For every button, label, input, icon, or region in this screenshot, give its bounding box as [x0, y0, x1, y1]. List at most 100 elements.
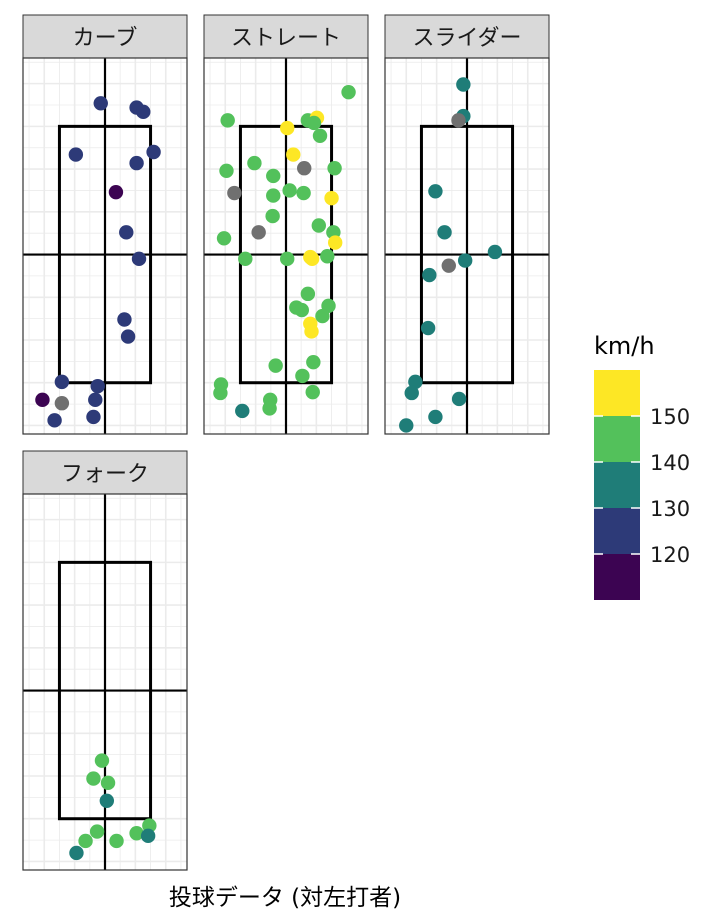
legend-tick-label: 130 [650, 497, 690, 521]
pitch-point [306, 355, 321, 370]
pitch-point [295, 368, 310, 384]
pitch-point [341, 84, 356, 100]
pitch-point [93, 96, 108, 111]
strike-zone [419, 124, 515, 385]
pitch-point [129, 826, 144, 841]
legend-tick-label: 120 [650, 543, 690, 567]
pitch-point [311, 218, 326, 233]
pitch-point [324, 190, 339, 206]
chart-caption: 投球データ (対左打者) [169, 885, 401, 911]
panel-border [203, 57, 369, 435]
panel-border [22, 57, 188, 435]
pitch-point [404, 385, 419, 401]
pitch-point [422, 267, 437, 283]
pitch-point [451, 113, 466, 128]
pitch-point [47, 413, 62, 428]
pitch-point [451, 391, 467, 407]
pitch-point [428, 184, 443, 199]
pitch-point [235, 403, 250, 419]
pitch-point [220, 113, 235, 128]
pitch-point [315, 308, 330, 324]
pitch-point [262, 401, 277, 416]
pitch-point [266, 168, 281, 184]
legend-swatch [594, 508, 640, 554]
pitch-point [247, 155, 262, 171]
facet-strip-label: スライダー [412, 26, 521, 51]
legend-tick-label: 140 [650, 451, 690, 475]
facet-panel: フォーク [22, 450, 188, 871]
pitch-point [108, 184, 124, 200]
pitch-point [88, 392, 103, 408]
pitch-point [457, 253, 473, 268]
pitch-point [399, 418, 414, 433]
pitch-point [213, 385, 228, 401]
pitch-point [408, 374, 423, 390]
pitch-point [54, 396, 70, 411]
pitch-point [131, 251, 147, 267]
facet-strip [22, 450, 188, 495]
facet-strip [203, 14, 369, 59]
pitch-point [219, 163, 234, 178]
pitch-point [312, 128, 328, 143]
pitch-point [99, 793, 115, 808]
pitch-point [296, 185, 311, 201]
pitch-point [294, 302, 309, 318]
facet-panel: ストレート [203, 14, 369, 435]
pitch-point [227, 185, 242, 201]
pitch-point [89, 824, 105, 839]
pitch-point [456, 77, 471, 92]
strike-zone [57, 124, 153, 385]
facet-panel: スライダー [384, 14, 550, 435]
pitch-points [213, 84, 356, 419]
pitch-points [69, 753, 157, 861]
facet-strip [384, 14, 550, 59]
pitch-points [399, 77, 503, 433]
pitch-point [100, 775, 116, 791]
pitch-point [320, 249, 335, 264]
pitch-point [136, 104, 151, 120]
pitch-point [266, 188, 281, 203]
pitch-point [86, 409, 101, 425]
pitch-point [216, 231, 232, 246]
pitch-point [35, 392, 50, 408]
pitch-point [437, 225, 452, 240]
legend-swatch [594, 370, 640, 416]
legend-swatch [594, 462, 640, 508]
pitch-point [78, 833, 93, 849]
pitch-point [129, 155, 144, 171]
pitch-point [265, 208, 280, 224]
facet-strip [22, 14, 188, 59]
pitch-point [286, 147, 301, 162]
pitch-point [441, 258, 456, 273]
pitch-point [280, 120, 295, 136]
pitch-point [146, 144, 161, 160]
facet-strip-label: ストレート [231, 26, 341, 51]
pitch-point [282, 183, 297, 198]
strike-zone [57, 560, 153, 821]
pitch-point [120, 329, 136, 344]
panel-border [22, 493, 188, 871]
pitch-point [90, 378, 105, 394]
legend-swatch [594, 416, 640, 462]
pitch-point [86, 771, 101, 786]
color-legend: km/h 150 140 130 120 [594, 332, 690, 600]
pitch-point [327, 161, 342, 176]
pitch-point [117, 312, 132, 327]
pitch-point [54, 374, 70, 390]
pitch-point [305, 384, 320, 400]
legend-swatch [594, 554, 640, 600]
pitch-point [304, 251, 320, 267]
pitch-point [487, 244, 503, 260]
pitch-point [300, 286, 316, 302]
legend-tick-label: 150 [650, 405, 690, 429]
pitch-point [69, 845, 84, 861]
facet-panel: カーブ [22, 14, 188, 435]
pitch-point [420, 320, 436, 336]
pitch-point [328, 235, 343, 250]
pitch-point [119, 225, 134, 240]
pitch-point [306, 115, 322, 131]
pitch-point [304, 324, 319, 339]
pitch-point [109, 833, 124, 849]
